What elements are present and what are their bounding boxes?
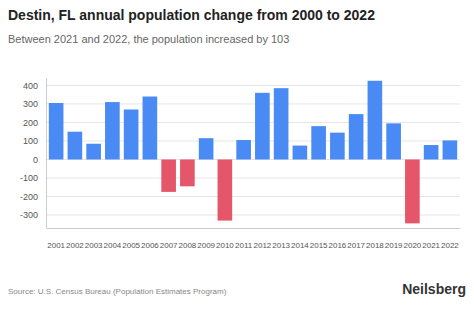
y-tick-label: 300 xyxy=(23,99,38,109)
plot: -300-200-1000100200300400200120022003200… xyxy=(20,79,461,250)
x-tick-label: 2019 xyxy=(385,241,403,250)
x-tick-label: 2007 xyxy=(160,241,178,250)
x-tick-label: 2021 xyxy=(422,241,440,250)
x-tick-label: 2004 xyxy=(103,241,121,250)
grid-line xyxy=(46,85,460,86)
x-tick: 2010 xyxy=(216,228,234,250)
x-tick: 2014 xyxy=(291,228,309,250)
bar xyxy=(68,132,83,160)
y-tick-label: -100 xyxy=(20,173,38,183)
bar xyxy=(199,138,214,159)
bars xyxy=(49,81,457,224)
chart: Destin, FL annual population change from… xyxy=(0,0,474,316)
x-tick: 2013 xyxy=(272,228,290,250)
source: Source: U.S. Census Bureau (Population E… xyxy=(8,287,227,296)
bar xyxy=(405,159,420,223)
bar xyxy=(161,159,176,191)
bar xyxy=(368,81,383,160)
y-tick-label: -200 xyxy=(20,192,38,202)
x-tick: 2020 xyxy=(403,228,421,250)
y-tick-label: 400 xyxy=(23,81,38,91)
bar xyxy=(236,140,251,159)
x-tick-label: 2005 xyxy=(122,241,140,250)
x-tick: 2015 xyxy=(310,228,328,250)
x-tick: 2012 xyxy=(253,228,271,250)
x-axis-line xyxy=(47,228,461,229)
x-tick: 2019 xyxy=(385,228,403,250)
x-tick-label: 2002 xyxy=(66,241,84,250)
x-tick-label: 2003 xyxy=(85,241,103,250)
bar xyxy=(218,159,233,220)
x-tick-label: 2015 xyxy=(310,241,328,250)
y-tick: -200 xyxy=(20,192,46,202)
bar xyxy=(386,123,401,159)
y-tick: 400 xyxy=(23,81,46,91)
y-tick-label: -300 xyxy=(20,210,38,220)
x-tick-label: 2012 xyxy=(253,241,271,250)
brand: Neilsberg xyxy=(402,281,466,297)
bar xyxy=(255,93,270,160)
bar xyxy=(86,144,101,160)
y-tick-label: 200 xyxy=(23,118,38,128)
x-tick-label: 2001 xyxy=(47,241,65,250)
bar xyxy=(180,159,195,186)
bar xyxy=(105,102,120,159)
bar xyxy=(311,126,326,159)
x-tick: 2003 xyxy=(85,228,103,250)
x-tick-label: 2010 xyxy=(216,241,234,250)
bar xyxy=(349,114,364,159)
grid xyxy=(46,85,460,215)
x-tick-label: 2006 xyxy=(141,241,159,250)
x-tick: 2008 xyxy=(178,228,196,250)
x-tick: 2004 xyxy=(103,228,121,250)
x-tick: 2002 xyxy=(66,228,84,250)
x-tick: 2006 xyxy=(141,228,159,250)
subtitle: Between 2021 and 2022, the population in… xyxy=(8,33,289,45)
x-tick-label: 2009 xyxy=(197,241,215,250)
grid-line xyxy=(46,215,460,216)
x-tick: 2005 xyxy=(122,228,140,250)
x-tick-label: 2014 xyxy=(291,241,309,250)
x-tick: 2018 xyxy=(366,228,384,250)
y-tick-label: 0 xyxy=(33,155,38,165)
x-tick-label: 2020 xyxy=(403,241,421,250)
x-tick: 2011 xyxy=(235,228,253,250)
grid-line xyxy=(46,178,460,179)
x-tick-label: 2013 xyxy=(272,241,290,250)
x-tick: 2022 xyxy=(441,228,459,250)
x-tick: 2001 xyxy=(47,228,65,250)
x-tick: 2009 xyxy=(197,228,215,250)
x-tick: 2017 xyxy=(347,228,365,250)
y-axis-line xyxy=(46,79,47,229)
y-tick: 300 xyxy=(23,99,46,109)
bar xyxy=(293,146,308,160)
y-tick: 100 xyxy=(23,136,46,146)
bar xyxy=(424,145,439,159)
y-tick-label: 100 xyxy=(23,136,38,146)
x-tick-label: 2008 xyxy=(178,241,196,250)
x-tick: 2016 xyxy=(328,228,346,250)
x-tick-label: 2017 xyxy=(347,241,365,250)
x-tick-label: 2022 xyxy=(441,241,459,250)
y-tick: 200 xyxy=(23,118,46,128)
bar xyxy=(143,97,158,160)
y-tick: 0 xyxy=(33,155,46,165)
title: Destin, FL annual population change from… xyxy=(8,7,375,23)
y-tick: -100 xyxy=(20,173,46,183)
x-tick-label: 2016 xyxy=(328,241,346,250)
x-axis: 2001200220032004200520062007200820092010… xyxy=(47,228,461,250)
y-tick: -300 xyxy=(20,210,46,220)
x-tick-label: 2018 xyxy=(366,241,384,250)
bar xyxy=(274,88,289,159)
x-tick: 2021 xyxy=(422,228,440,250)
bar xyxy=(49,103,64,159)
x-tick-label: 2011 xyxy=(235,241,253,250)
bar xyxy=(330,133,345,160)
bar xyxy=(124,109,139,159)
y-axis: -300 -200 -100 0 100 200 300 400 xyxy=(20,79,47,229)
grid-line xyxy=(46,196,460,197)
bar xyxy=(443,140,458,159)
x-tick: 2007 xyxy=(160,228,178,250)
